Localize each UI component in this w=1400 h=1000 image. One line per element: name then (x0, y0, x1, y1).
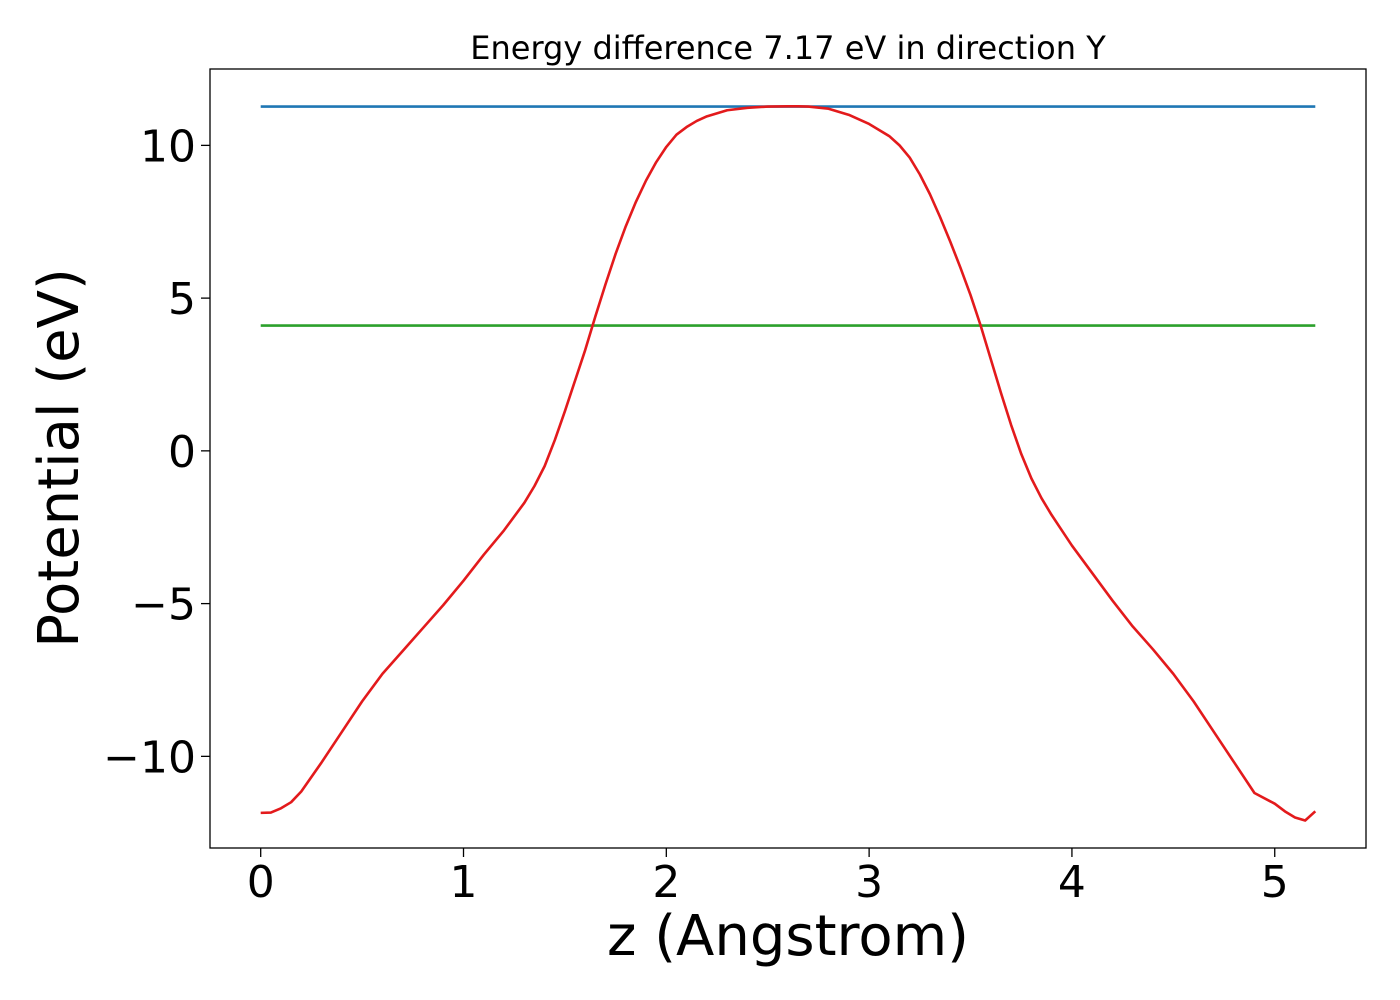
series-layer (260, 104, 1317, 822)
series-line-2 (260, 104, 1317, 822)
y-axis-ticks: −10 −5 0 5 10 (103, 121, 210, 783)
x-tick-label: 0 (247, 857, 275, 908)
y-tick-label: −5 (131, 580, 196, 631)
y-tick-label: 0 (168, 427, 196, 478)
x-axis-ticks: 0 1 2 3 4 5 (247, 848, 1289, 908)
x-tick-label: 2 (652, 857, 680, 908)
y-tick-label: 10 (140, 121, 196, 172)
chart-title: Energy difference 7.17 eV in direction Y (470, 29, 1106, 67)
x-tick-label: 1 (450, 857, 478, 908)
x-axis-label: z (Angstrom) (607, 904, 969, 969)
plot-background (210, 69, 1366, 848)
x-tick-label: 3 (855, 857, 883, 908)
y-tick-label: −10 (103, 732, 196, 783)
plot-frame (209, 68, 1367, 849)
x-tick-label: 4 (1058, 857, 1086, 908)
y-tick-label: 5 (168, 274, 196, 325)
x-tick-label: 5 (1261, 857, 1289, 908)
y-axis-label: Potential (eV) (27, 268, 92, 648)
